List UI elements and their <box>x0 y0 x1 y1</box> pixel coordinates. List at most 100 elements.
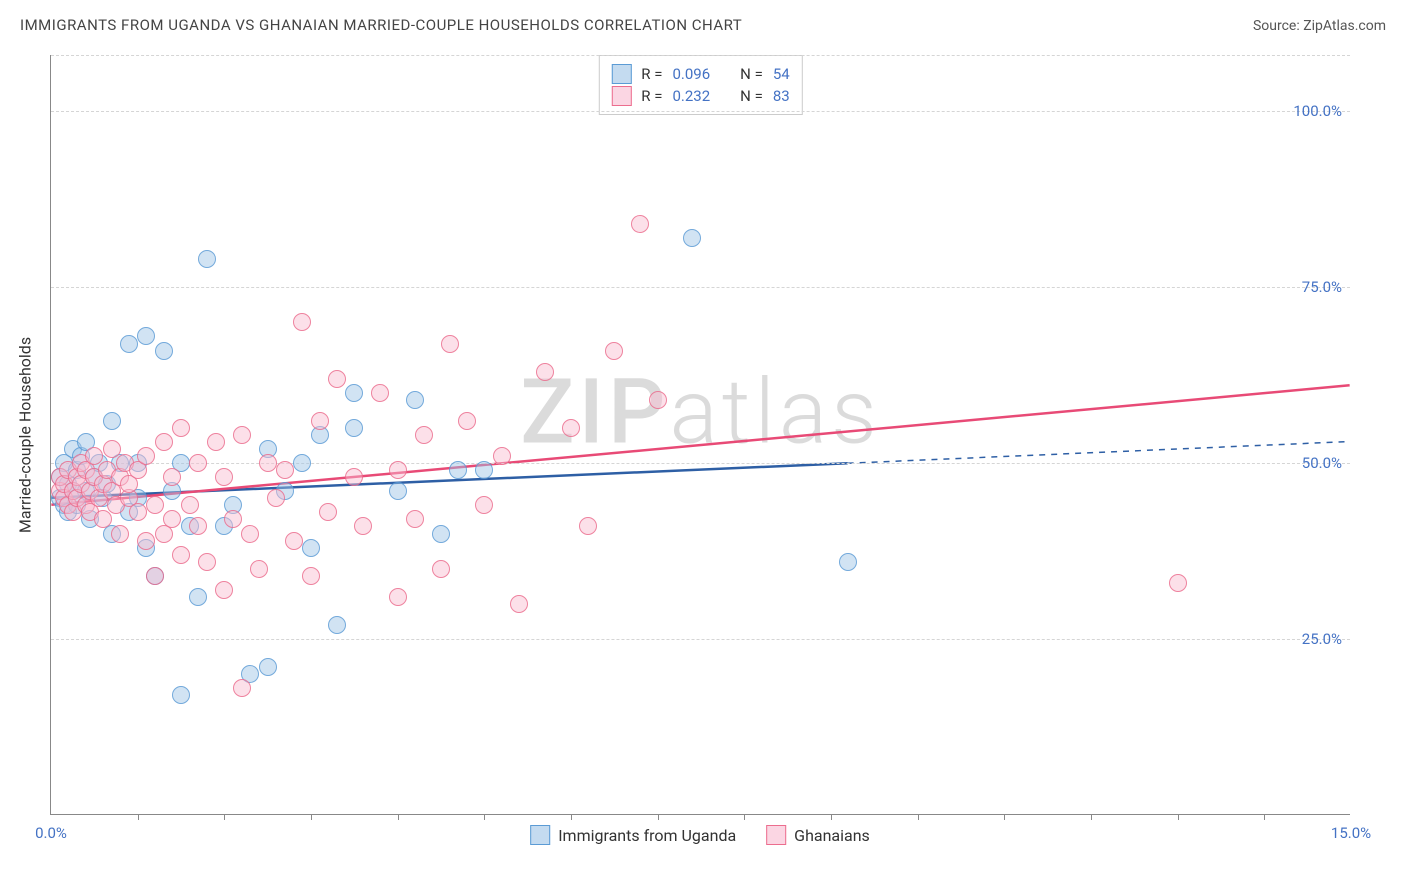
scatter-point-ghana <box>510 595 528 613</box>
x-tick <box>918 814 919 820</box>
scatter-point-ghana <box>163 510 181 528</box>
scatter-point-uganda <box>259 658 277 676</box>
scatter-point-ghana <box>354 517 372 535</box>
scatter-point-ghana <box>172 419 190 437</box>
scatter-point-ghana <box>155 433 173 451</box>
y-tick-label: 75.0% <box>1302 278 1342 296</box>
scatter-point-ghana <box>137 532 155 550</box>
scatter-point-uganda <box>345 384 363 402</box>
scatter-point-ghana <box>94 510 112 528</box>
scatter-point-uganda <box>293 454 311 472</box>
legend-label: Immigrants from Uganda <box>558 826 736 845</box>
scatter-point-ghana <box>285 532 303 550</box>
x-tick <box>398 814 399 820</box>
scatter-point-ghana <box>371 384 389 402</box>
source-name: ZipAtlas.com <box>1303 18 1386 34</box>
scatter-point-ghana <box>1169 574 1187 592</box>
scatter-point-ghana <box>129 503 147 521</box>
x-tick <box>571 814 572 820</box>
gridline <box>51 111 1350 112</box>
scatter-point-ghana <box>302 567 320 585</box>
scatter-point-uganda <box>155 342 173 360</box>
scatter-point-ghana <box>406 510 424 528</box>
x-tick <box>1004 814 1005 820</box>
scatter-point-ghana <box>441 335 459 353</box>
series-legend: Immigrants from Uganda Ghanaians <box>530 825 870 845</box>
x-tick <box>1091 814 1092 820</box>
x-tick <box>224 814 225 820</box>
source-attribution: Source: ZipAtlas.com <box>1253 18 1386 34</box>
scatter-point-ghana <box>189 454 207 472</box>
scatter-point-ghana <box>215 581 233 599</box>
legend-swatch-uganda <box>530 825 550 845</box>
gridline <box>51 639 1350 640</box>
n-label: N = <box>740 87 763 105</box>
trendline-extrapolation-uganda <box>848 442 1350 464</box>
scatter-point-ghana <box>207 433 225 451</box>
scatter-point-ghana <box>137 447 155 465</box>
scatter-point-ghana <box>233 679 251 697</box>
scatter-point-uganda <box>345 419 363 437</box>
r-value: 0.232 <box>672 87 710 105</box>
trendline-ghana <box>51 385 1349 504</box>
scatter-point-ghana <box>250 560 268 578</box>
x-tick <box>831 814 832 820</box>
scatter-point-ghana <box>311 412 329 430</box>
legend-swatch-uganda <box>611 64 631 84</box>
r-label: R = <box>641 65 662 83</box>
scatter-point-ghana <box>267 489 285 507</box>
legend-row-ghana: R = 0.232 N = 83 <box>611 86 789 106</box>
scatter-point-ghana <box>241 525 259 543</box>
chart-area: ZIPatlas R = 0.096 N = 54 R = 0.232 N = … <box>50 55 1350 815</box>
legend-row-uganda: R = 0.096 N = 54 <box>611 64 789 84</box>
scatter-point-ghana <box>458 412 476 430</box>
scatter-point-uganda <box>475 461 493 479</box>
scatter-point-ghana <box>276 461 294 479</box>
scatter-point-ghana <box>146 496 164 514</box>
scatter-point-uganda <box>389 482 407 500</box>
scatter-point-ghana <box>215 468 233 486</box>
scatter-point-ghana <box>432 560 450 578</box>
scatter-point-uganda <box>328 616 346 634</box>
scatter-point-uganda <box>172 686 190 704</box>
scatter-point-ghana <box>181 496 199 514</box>
scatter-point-ghana <box>562 419 580 437</box>
scatter-plot: ZIPatlas R = 0.096 N = 54 R = 0.232 N = … <box>50 55 1350 815</box>
scatter-point-uganda <box>406 391 424 409</box>
legend-item-ghana: Ghanaians <box>766 825 870 845</box>
scatter-point-ghana <box>345 468 363 486</box>
x-tick <box>138 814 139 820</box>
x-tick <box>744 814 745 820</box>
x-tick <box>1264 814 1265 820</box>
scatter-point-uganda <box>302 539 320 557</box>
chart-title: IMMIGRANTS FROM UGANDA VS GHANAIAN MARRI… <box>20 16 742 34</box>
scatter-point-ghana <box>172 546 190 564</box>
scatter-point-ghana <box>224 510 242 528</box>
correlation-legend: R = 0.096 N = 54 R = 0.232 N = 83 <box>598 55 802 115</box>
scatter-point-ghana <box>259 454 277 472</box>
gridline <box>51 463 1350 464</box>
y-tick-label: 50.0% <box>1302 454 1342 472</box>
y-axis-label: Married-couple Households <box>16 337 35 533</box>
legend-swatch-pink <box>766 825 786 845</box>
y-tick-label: 25.0% <box>1302 630 1342 648</box>
n-value: 83 <box>773 87 790 105</box>
scatter-point-ghana <box>198 553 216 571</box>
n-label: N = <box>740 65 763 83</box>
n-value: 54 <box>773 65 790 83</box>
scatter-point-uganda <box>189 588 207 606</box>
scatter-point-uganda <box>137 327 155 345</box>
scatter-point-ghana <box>189 517 207 535</box>
scatter-point-ghana <box>319 503 337 521</box>
r-value: 0.096 <box>672 65 710 83</box>
scatter-point-uganda <box>449 461 467 479</box>
scatter-point-ghana <box>111 525 129 543</box>
scatter-point-ghana <box>579 517 597 535</box>
scatter-point-ghana <box>605 342 623 360</box>
y-tick-label: 100.0% <box>1293 102 1342 120</box>
x-tick <box>1178 814 1179 820</box>
scatter-point-uganda <box>120 335 138 353</box>
scatter-point-uganda <box>683 229 701 247</box>
x-tick-label: 0.0% <box>35 824 67 842</box>
x-tick-label: 15.0% <box>1331 824 1371 842</box>
